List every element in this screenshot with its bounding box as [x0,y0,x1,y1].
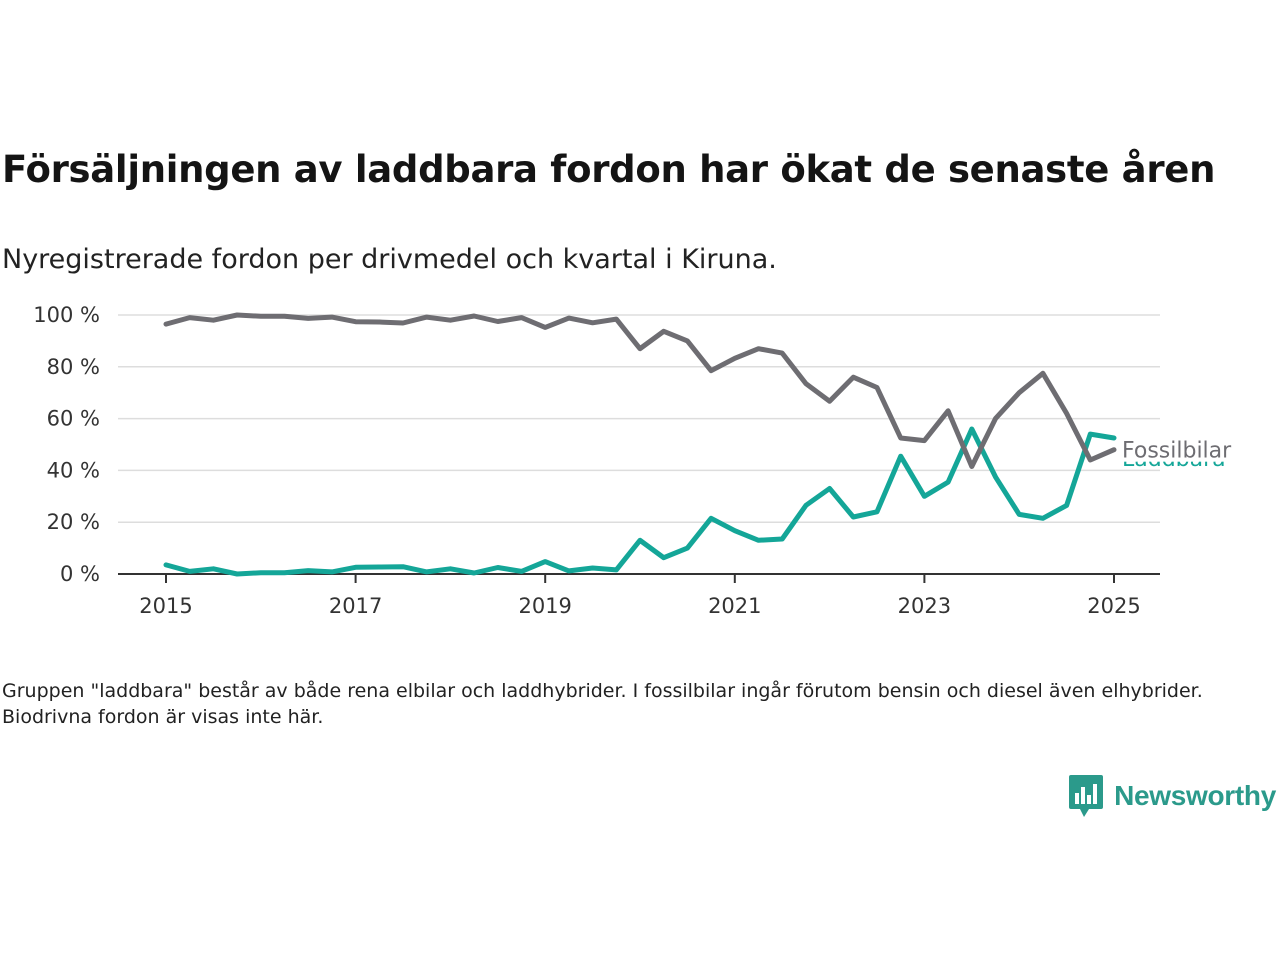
x-tick-label: 2025 [1087,594,1140,618]
y-tick-label: 80 % [47,355,100,379]
y-tick-label: 100 % [33,303,100,327]
x-tick-label: 2023 [898,594,951,618]
x-tick-label: 2015 [139,594,192,618]
brand-name: Newsworthy [1114,780,1276,811]
label-backing [1120,435,1244,462]
series-labels: LaddbaraFossilbilar [1120,435,1244,472]
y-tick-label: 60 % [47,407,100,431]
y-tick-label: 40 % [47,458,100,482]
series-line-laddbara [163,426,1117,577]
y-tick-label: 20 % [47,510,100,534]
series-line-fossilbilar [163,312,1117,469]
x-tick-label: 2017 [329,594,382,618]
axes: 0 % 20 % 40 % 60 % 80 % 100 % 2015 2017 2019 2021… [33,303,1160,618]
chart-title: Försäljningen av laddbara fordon har öka… [2,148,1216,191]
series-label-fossilbilar: Fossilbilar [1122,439,1232,464]
newsworthy-bar-chart-icon [1069,775,1104,817]
series-lines [163,312,1117,577]
line-chart: 0 % 20 % 40 % 60 % 80 % 100 % 2015 2017 2019 2021… [33,303,1244,618]
brand-logo: Newsworthy [1068,774,1276,818]
chart-subtitle: Nyregistrerade fordon per drivmedel och … [2,244,777,275]
chart-footnote: Gruppen "laddbara" består av både rena e… [2,680,1203,728]
y-tick-label: 0 % [60,562,100,586]
x-tick-label: 2019 [518,594,571,618]
x-tick-label: 2021 [708,594,761,618]
